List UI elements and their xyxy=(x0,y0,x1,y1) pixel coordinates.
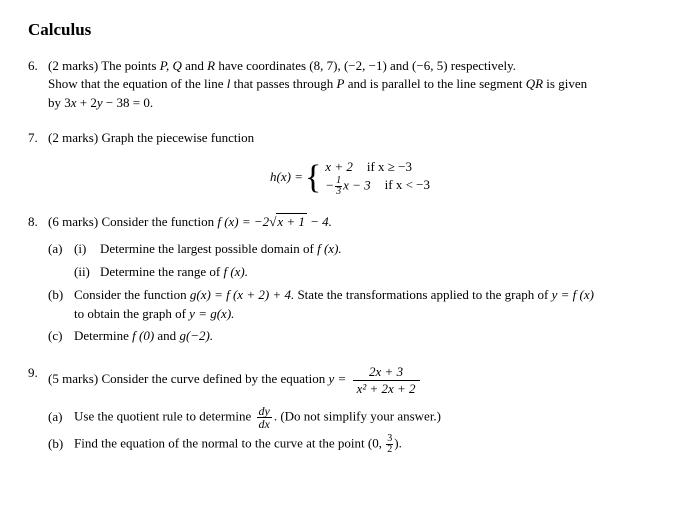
q6-t4: that passes through xyxy=(230,76,336,91)
question-7: 7. (2 marks) Graph the piecewise functio… xyxy=(28,129,672,148)
q8-ai-label: (i) xyxy=(74,240,100,259)
q6-pq: P, Q xyxy=(160,58,182,73)
q6-r: R xyxy=(207,58,215,73)
q8-a: (a) (i) Determine the largest possible d… xyxy=(48,240,672,259)
q9-a-text-wrap: Use the quotient rule to determine dydx.… xyxy=(74,405,672,430)
q9-a-t2: . (Do not simplify your answer.) xyxy=(274,408,441,423)
q9-dydx: dydx xyxy=(257,405,272,430)
q6-plus: + 2 xyxy=(77,95,97,110)
q8-ai-fx: f (x). xyxy=(317,241,342,256)
q7-hx: h(x) = xyxy=(270,168,303,187)
q6-t5: and is parallel to the line segment xyxy=(344,76,525,91)
q6-t6: is given xyxy=(543,76,587,91)
q9-number: 9. xyxy=(28,364,48,456)
q9-b: (b) Find the equation of the normal to t… xyxy=(48,434,672,455)
q9-den: x² + 2x + 2 xyxy=(353,381,420,397)
q7-c2-post: x − 3 xyxy=(343,178,371,193)
q8-a-label: (a) xyxy=(48,240,74,259)
q9-b-text-wrap: Find the equation of the normal to the c… xyxy=(74,434,672,455)
question-6: 6. (2 marks) The points P, Q and R have … xyxy=(28,57,672,114)
q8-ai-text-wrap: Determine the largest possible domain of… xyxy=(100,240,672,259)
q9-yeq: y = xyxy=(329,371,347,386)
q9-zero: 0, xyxy=(372,435,382,450)
q6-t1: The points xyxy=(101,58,160,73)
q9-b-t2: . xyxy=(399,435,402,450)
q9-b-label: (b) xyxy=(48,435,74,454)
question-8: 8. (6 marks) Consider the function f (x)… xyxy=(28,213,672,348)
q9-dy: dy xyxy=(257,405,272,418)
q8-aii-fx: f (x). xyxy=(223,264,248,279)
q7-cases: x + 2 if x ≥ −3 −13x − 3 if x < −3 xyxy=(325,158,430,197)
q8-marks: (6 marks) xyxy=(48,214,98,229)
q8-aii-label: (ii) xyxy=(74,263,100,282)
page-container: Calculus 6. (2 marks) The points P, Q an… xyxy=(0,0,700,481)
q8-c: (c) Determine f (0) and g(−2). xyxy=(48,327,672,346)
q7-piecewise: h(x) = { x + 2 if x ≥ −3 −13x − 3 if x <… xyxy=(28,158,672,197)
page-title: Calculus xyxy=(28,18,672,43)
q8-ygx: y = g(x). xyxy=(189,306,234,321)
q6-t3: Show that the equation of the line xyxy=(48,76,227,91)
q8-b-t3: to obtain the graph of xyxy=(74,306,189,321)
q8-c-text-wrap: Determine f (0) and g(−2). xyxy=(74,327,672,346)
q8-radicand: x + 1 xyxy=(276,213,307,229)
q6-marks: (2 marks) xyxy=(48,58,98,73)
q6-t7: by 3 xyxy=(48,95,71,110)
q8-sqrt: √x + 1 xyxy=(269,214,307,229)
q8-ai-text: Determine the largest possible domain of xyxy=(100,241,317,256)
q9-intro: Consider the curve defined by the equati… xyxy=(101,371,328,386)
q7-c2-cond: if x < −3 xyxy=(385,177,430,192)
q8-b-t2: State the transformations applied to the… xyxy=(294,287,551,302)
q8-b-text-wrap: Consider the function g(x) = f (x + 2) +… xyxy=(74,286,672,324)
q9-num: 2x + 3 xyxy=(353,364,420,381)
q6-t2: have coordinates (8, 7), (−2, −1) and (−… xyxy=(215,58,516,73)
q7-c2-pre: − xyxy=(325,178,334,193)
question-9: 9. (5 marks) Consider the curve defined … xyxy=(28,364,672,456)
q9-a-label: (a) xyxy=(48,408,74,427)
q8-intro: Consider the function xyxy=(101,214,217,229)
q8-f0: f (0) xyxy=(132,328,154,343)
q9-frac: 2x + 3 x² + 2x + 2 xyxy=(353,364,420,396)
q8-c-label: (c) xyxy=(48,327,74,346)
q6-number: 6. xyxy=(28,57,48,114)
q8-aii-text: Determine the range of xyxy=(100,264,223,279)
q7-c2-expr: −13x − 3 xyxy=(325,176,370,197)
q7-marks: (2 marks) xyxy=(48,130,98,145)
q9-pf-n: 3 xyxy=(386,434,393,445)
q8-post: − 4. xyxy=(307,214,332,229)
q8-aii: (ii) Determine the range of f (x). xyxy=(48,263,672,282)
q7-body: (2 marks) Graph the piecewise function xyxy=(48,129,672,148)
q9-body: (5 marks) Consider the curve defined by … xyxy=(48,364,672,456)
q8-gx: g(x) = f (x + 2) + 4. xyxy=(190,287,294,302)
q8-aii-blank xyxy=(48,263,74,282)
q7-number: 7. xyxy=(28,129,48,148)
q6-and1: and xyxy=(182,58,207,73)
q8-c-text: Determine xyxy=(74,328,132,343)
brace-icon: { xyxy=(305,161,321,195)
q9-dx: dx xyxy=(257,418,272,430)
q8-gm2: g(−2). xyxy=(179,328,213,343)
q6-qr: QR xyxy=(526,76,543,91)
q8-yfx: y = f (x) xyxy=(552,287,594,302)
q8-b: (b) Consider the function g(x) = f (x + … xyxy=(48,286,672,324)
q8-aii-text-wrap: Determine the range of f (x). xyxy=(100,263,672,282)
q8-body: (6 marks) Consider the function f (x) = … xyxy=(48,213,672,348)
q8-fx: f (x) = −2 xyxy=(217,214,269,229)
q9-a-t1: Use the quotient rule to determine xyxy=(74,408,255,423)
q6-body: (2 marks) The points P, Q and R have coo… xyxy=(48,57,672,114)
q9-marks: (5 marks) xyxy=(48,371,98,386)
q8-c-and: and xyxy=(154,328,179,343)
q7-c1-expr: x + 2 xyxy=(325,158,353,176)
q8-b-label: (b) xyxy=(48,286,74,324)
q7-c1-cond: if x ≥ −3 xyxy=(367,159,412,174)
q8-b-t1: Consider the function xyxy=(74,287,190,302)
q9-b-t1: Find the equation of the normal to the c… xyxy=(74,435,368,450)
q7-c2-den: 3 xyxy=(335,187,342,197)
q8-number: 8. xyxy=(28,213,48,348)
q7-text: Graph the piecewise function xyxy=(101,130,254,145)
q6-end: − 38 = 0. xyxy=(103,95,153,110)
q9-pf-d: 2 xyxy=(386,445,393,455)
q9-a: (a) Use the quotient rule to determine d… xyxy=(48,405,672,430)
q9-point-frac: 32 xyxy=(386,434,393,455)
